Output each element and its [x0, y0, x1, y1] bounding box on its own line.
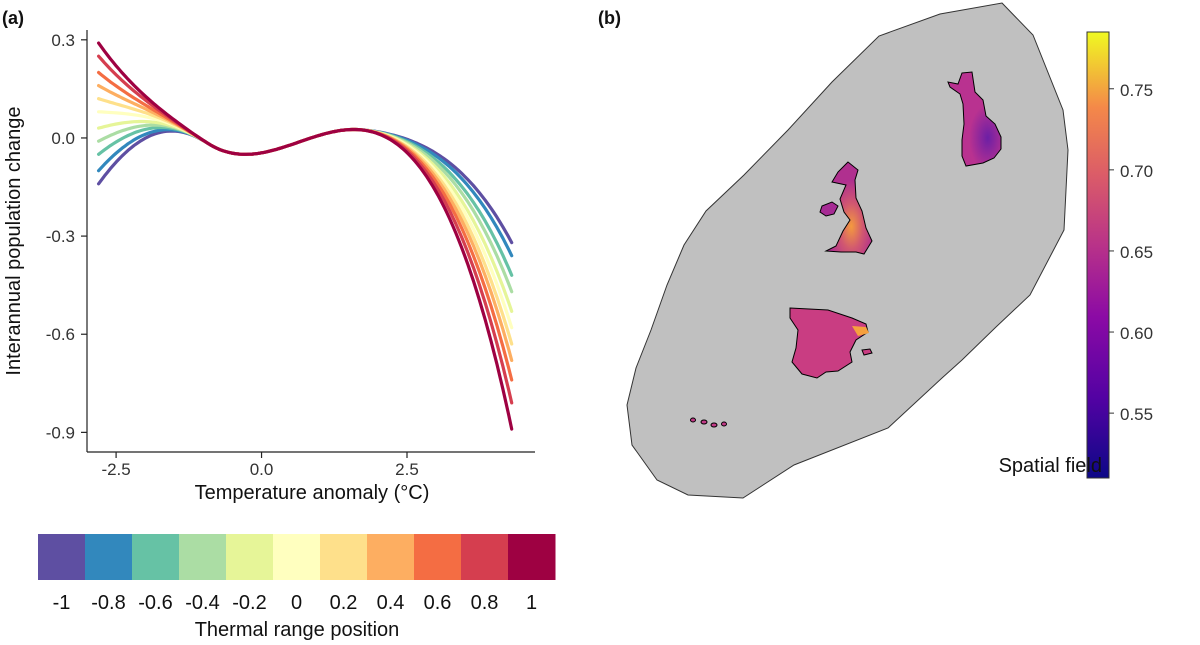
- legend-label: -0.2: [232, 592, 266, 614]
- legend-label: -0.4: [185, 592, 219, 614]
- colorbar: [1086, 31, 1110, 479]
- legend-label: 0.8: [471, 592, 499, 614]
- y-tick-label: 0.0: [51, 129, 75, 148]
- y-tick-label: -0.3: [46, 227, 75, 246]
- colorbar-tick-label: 0.75: [1120, 81, 1153, 100]
- x-tick-label: -2.5: [101, 460, 130, 479]
- legend-swatch: [273, 534, 321, 580]
- y-axis-label: Interannual population change: [3, 106, 25, 375]
- colorbar-title: Spatial field: [999, 455, 1102, 477]
- legend-swatch: [38, 534, 86, 580]
- legend-swatch: [179, 534, 227, 580]
- legend-label: 1: [526, 592, 537, 614]
- map-panel: 0.75 0.70 0.65 0.60 0.55 Spatial field: [626, 2, 1153, 499]
- legend-label: 0.4: [377, 592, 405, 614]
- legend-label: 0.2: [330, 592, 358, 614]
- y-tick-label: -0.9: [46, 423, 75, 442]
- panel-a-tag: (a): [2, 8, 24, 28]
- legend-swatch: [320, 534, 368, 580]
- region-canary-islands: [690, 417, 727, 428]
- curve-group: [96, 41, 514, 431]
- x-tick-label: 0.0: [250, 460, 274, 479]
- line-plot-panel: 0.3 0.0 -0.3 -0.6 -0.9 -2.5 0.0 2.5 Interannua…: [3, 30, 535, 504]
- colorbar-tick-label: 0.65: [1120, 243, 1153, 262]
- thermal-legend: -1 -0.8 -0.6 -0.4 -0.2 0 0.2 0.4 0.6 0.8 1 Thermal…: [38, 534, 556, 641]
- region-balearic-islands: [861, 348, 873, 356]
- region-finland: [947, 71, 1002, 167]
- y-tick-label: -0.6: [46, 325, 75, 344]
- legend-label: 0.6: [424, 592, 452, 614]
- colorbar-tick-label: 0.60: [1120, 324, 1153, 343]
- region-iberia: [789, 307, 869, 379]
- legend-swatches: [38, 534, 556, 580]
- legend-label: -0.6: [138, 592, 172, 614]
- legend-label: 0: [291, 592, 302, 614]
- region-great-britain: [824, 161, 873, 255]
- legend-swatch: [367, 534, 415, 580]
- legend-labels: -1 -0.8 -0.6 -0.4 -0.2 0 0.2 0.4 0.6 0.8 1: [53, 592, 537, 614]
- legend-swatch: [85, 534, 133, 580]
- legend-label: -0.8: [91, 592, 125, 614]
- x-ticks: -2.5 0.0 2.5: [101, 452, 419, 479]
- colorbar-tick-label: 0.55: [1120, 405, 1153, 424]
- legend-swatch: [414, 534, 462, 580]
- colorbar-ticks: 0.75 0.70 0.65 0.60 0.55: [1109, 81, 1153, 424]
- legend-label: -1: [53, 592, 71, 614]
- legend-swatch: [226, 534, 274, 580]
- legend-swatch: [508, 534, 556, 580]
- legend-title: Thermal range position: [195, 619, 400, 641]
- panel-b-tag: (b): [598, 8, 621, 28]
- y-ticks: 0.3 0.0 -0.3 -0.6 -0.9: [46, 31, 87, 442]
- region-ireland: [819, 201, 839, 217]
- series-line: [96, 41, 514, 431]
- legend-swatch: [461, 534, 509, 580]
- legend-swatch: [132, 534, 180, 580]
- x-axis-label: Temperature anomaly (°C): [195, 482, 430, 504]
- colorbar-tick-label: 0.70: [1120, 162, 1153, 181]
- x-tick-label: 2.5: [395, 460, 419, 479]
- y-tick-label: 0.3: [51, 31, 75, 50]
- hotspot-valencia: [852, 326, 869, 336]
